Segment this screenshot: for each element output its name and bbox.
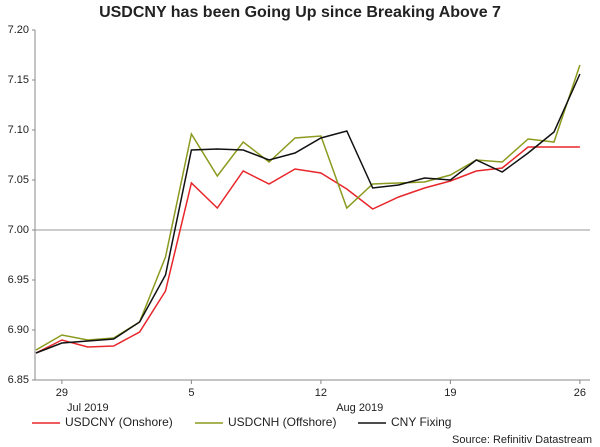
month-label: Jul 2019 — [67, 402, 109, 414]
x-tick-label: 19 — [444, 387, 456, 399]
x-tick-label: 29 — [56, 387, 68, 399]
source: Source: Refinitiv Datastream — [452, 434, 592, 446]
chart-title: USDCNY has been Going Up since Breaking … — [99, 4, 501, 21]
y-tick-label: 6.90 — [8, 324, 29, 336]
y-tick-label: 7.15 — [8, 74, 29, 86]
y-tick-label: 7.10 — [8, 124, 29, 136]
y-tick-label: 7.00 — [8, 224, 29, 236]
legend-label: USDCNH (Offshore) — [228, 415, 336, 429]
x-tick-label: 26 — [574, 387, 586, 399]
legend-label: CNY Fixing — [391, 415, 451, 429]
y-tick-label: 7.20 — [8, 24, 29, 36]
month-label: Aug 2019 — [336, 402, 383, 414]
y-tick-label: 7.05 — [8, 174, 29, 186]
x-tick-label: 5 — [188, 387, 194, 399]
legend-label: USDCNY (Onshore) — [65, 415, 173, 429]
y-tick-label: 6.95 — [8, 274, 29, 286]
series-line — [35, 146, 580, 354]
series-line — [35, 73, 581, 354]
x-tick-label: 12 — [315, 387, 327, 399]
y-tick-label: 6.85 — [8, 374, 29, 386]
series-line — [35, 64, 581, 351]
